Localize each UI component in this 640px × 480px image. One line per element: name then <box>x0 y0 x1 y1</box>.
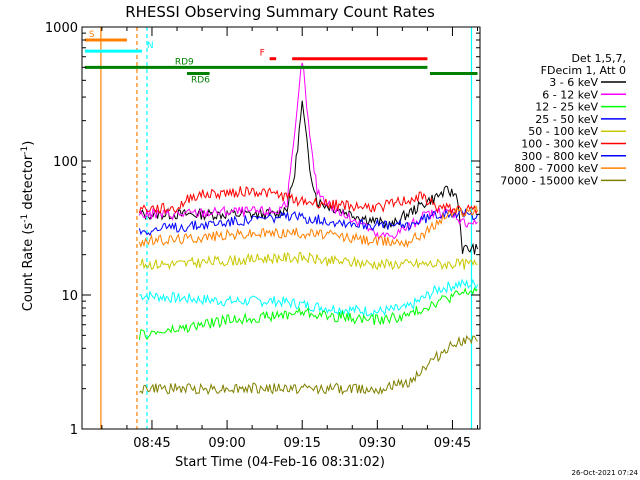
series-line <box>138 62 478 241</box>
series-line <box>138 204 478 249</box>
series-line <box>138 208 478 237</box>
legend-header: Det 1,5,7, <box>571 52 626 65</box>
series-group <box>138 62 478 396</box>
x-tick-label: 09:15 <box>283 436 320 451</box>
flag-label: F <box>260 49 265 59</box>
timestamp: 26-Oct-2021 07:24 <box>572 469 639 477</box>
x-axis-label: Start Time (04-Feb-16 08:31:02) <box>175 455 385 470</box>
legend-entry-label: 6 - 12 keV <box>542 88 598 101</box>
legend-entry-label: 12 - 25 keV <box>535 101 598 114</box>
series-line <box>138 186 478 217</box>
plot-frame <box>81 26 481 430</box>
series-line <box>139 100 478 255</box>
plot-area: S N F RD9 RD6 <box>84 27 478 429</box>
legend-entry-label: 3 - 6 keV <box>549 76 598 89</box>
flag-label: RD9 <box>175 57 194 67</box>
series-line <box>139 334 478 396</box>
flag-label: N <box>147 41 154 51</box>
legend-entry-label: 50 - 100 keV <box>528 125 598 138</box>
chart-title: RHESSI Observing Summary Count Rates <box>125 3 435 21</box>
series-line <box>139 251 478 271</box>
y-tick-label: 1000 <box>45 21 78 36</box>
legend-entry-label: 300 - 800 keV <box>521 150 598 163</box>
legend-entry-label: 800 - 7000 keV <box>514 162 598 175</box>
y-tick-label: 1 <box>70 423 78 438</box>
y-tick-label: 100 <box>53 155 78 170</box>
x-tick-label: 09:45 <box>434 436 471 451</box>
legend-entry-label: 100 - 300 keV <box>521 138 598 151</box>
axes: 1 10 100 1000 08:45 09:00 09:15 09:30 09:45 <box>45 21 481 451</box>
x-tick-label: 09:00 <box>208 436 245 451</box>
flag-label: RD6 <box>191 75 210 85</box>
series-line <box>138 286 478 341</box>
legend-entry-label: 7000 - 15000 keV <box>500 174 598 187</box>
y-axis-label: Count Rate (s-1 detector-1) <box>20 141 36 312</box>
x-tick-label: 08:45 <box>133 436 170 451</box>
legend-header: FDecim 1, Att 0 <box>541 64 626 77</box>
y-tick-label: 10 <box>61 289 78 304</box>
flag-label: S <box>89 30 95 40</box>
series-line-cyan <box>139 278 478 318</box>
x-tick-label: 09:30 <box>359 436 396 451</box>
legend-entry-label: 25 - 50 keV <box>535 113 598 126</box>
